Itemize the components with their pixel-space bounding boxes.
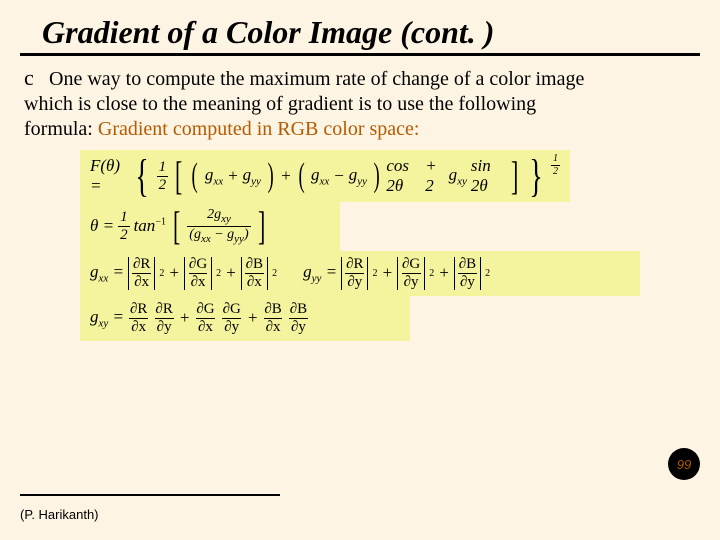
f3-sq: 2 bbox=[272, 268, 277, 279]
author-credit: (P. Harikanth) bbox=[20, 507, 99, 522]
abs-icon: ∂B∂y bbox=[454, 257, 481, 290]
paren-close-icon: ) bbox=[374, 164, 380, 188]
f3-sq: 2 bbox=[429, 268, 434, 279]
formula-region: F(θ) = { 1 2 [ ( gxx + gyy ) + ( gxx − g… bbox=[80, 150, 640, 341]
bracket-close-icon: ] bbox=[258, 212, 265, 240]
paren-open-icon: ( bbox=[298, 164, 304, 188]
f3-plus: + bbox=[381, 263, 392, 283]
page-number: 99 bbox=[677, 457, 691, 472]
f1-cos: cos 2θ bbox=[386, 156, 421, 196]
f1-half: 1 2 bbox=[157, 160, 169, 193]
bracket-close-icon: ] bbox=[511, 162, 518, 190]
bracket-open-icon: [ bbox=[175, 162, 182, 190]
f4-t2b: ∂G∂y bbox=[221, 302, 243, 335]
body-line-2: which is close to the meaning of gradien… bbox=[24, 93, 536, 115]
abs-icon: ∂R∂x bbox=[128, 257, 155, 290]
paren-open-icon: ( bbox=[192, 164, 198, 188]
f3-sq: 2 bbox=[216, 268, 221, 279]
paren-close-icon: ) bbox=[267, 164, 273, 188]
f1-gyy: gyy bbox=[243, 165, 261, 187]
f3-sq: 2 bbox=[159, 268, 164, 279]
f1-lhs: F(θ) = bbox=[90, 156, 127, 196]
f4-t3b: ∂B∂y bbox=[288, 302, 309, 335]
f4-t1a: ∂R∂x bbox=[128, 302, 149, 335]
f4-t1b: ∂R∂y bbox=[153, 302, 174, 335]
footer-rule bbox=[20, 494, 280, 496]
f4-plus: + bbox=[179, 308, 190, 328]
body-line-3b: Gradient computed in RGB color space: bbox=[98, 118, 420, 140]
slide-title: Gradient of a Color Image (cont. ) bbox=[20, 0, 700, 56]
page-number-badge: 99 bbox=[668, 448, 700, 480]
f3-plus: + bbox=[225, 263, 236, 283]
f3-gxx: gxx = bbox=[90, 262, 124, 284]
body-line-3a: formula: bbox=[24, 118, 98, 140]
f2-lhs: θ = bbox=[90, 216, 114, 236]
f2-tan: tan−1 bbox=[134, 216, 166, 236]
f4-plus: + bbox=[247, 308, 258, 328]
abs-icon: ∂G∂y bbox=[397, 257, 425, 290]
f1-gxx2: gxx bbox=[311, 165, 329, 187]
formula-theta: θ = 1 2 tan−1 [ 2gxy (gxx − gyy) ] bbox=[80, 202, 340, 251]
brace-close-icon: } bbox=[529, 158, 542, 195]
f3-sq: 2 bbox=[485, 268, 490, 279]
abs-icon: ∂G∂x bbox=[184, 257, 212, 290]
f1-minus: − bbox=[333, 166, 344, 186]
f3-plus: + bbox=[168, 263, 179, 283]
f1-plus2: + bbox=[280, 166, 291, 186]
f1-plus1: + bbox=[227, 166, 238, 186]
abs-icon: ∂R∂y bbox=[341, 257, 368, 290]
f1-exp: 1 2 bbox=[551, 154, 560, 177]
formula-gxy: gxy = ∂R∂x ∂R∂y + ∂G∂x ∂G∂y + ∂B∂x ∂B∂y bbox=[80, 296, 410, 341]
f4-gxy: gxy = bbox=[90, 307, 124, 329]
abs-icon: ∂B∂x bbox=[241, 257, 268, 290]
formula-f-theta: F(θ) = { 1 2 [ ( gxx + gyy ) + ( gxx − g… bbox=[80, 150, 570, 202]
body-paragraph: c One way to compute the maximum rate of… bbox=[0, 62, 720, 146]
formula-gxx-gyy: gxx = ∂R∂x2 + ∂G∂x2 + ∂B∂x2 gyy = ∂R∂y2 … bbox=[80, 251, 640, 296]
f1-gxy: gxy bbox=[449, 165, 467, 187]
f2-half: 1 2 bbox=[118, 210, 130, 243]
f3-plus: + bbox=[438, 263, 449, 283]
body-line-1: One way to compute the maximum rate of c… bbox=[49, 68, 584, 90]
f2-frac: 2gxy (gxx − gyy) bbox=[187, 208, 250, 245]
f4-t2a: ∂G∂x bbox=[194, 302, 216, 335]
f1-gyy2: gyy bbox=[349, 165, 367, 187]
bracket-open-icon: [ bbox=[173, 212, 180, 240]
f1-two: + 2 bbox=[425, 156, 444, 196]
f3-sq: 2 bbox=[372, 268, 377, 279]
f3-gyy: gyy = bbox=[303, 262, 337, 284]
f1-sin: sin 2θ bbox=[471, 156, 504, 196]
bullet-icon: c bbox=[24, 64, 44, 92]
brace-open-icon: { bbox=[135, 158, 148, 195]
f4-t3a: ∂B∂x bbox=[262, 302, 283, 335]
f1-gxx: gxx bbox=[205, 165, 223, 187]
